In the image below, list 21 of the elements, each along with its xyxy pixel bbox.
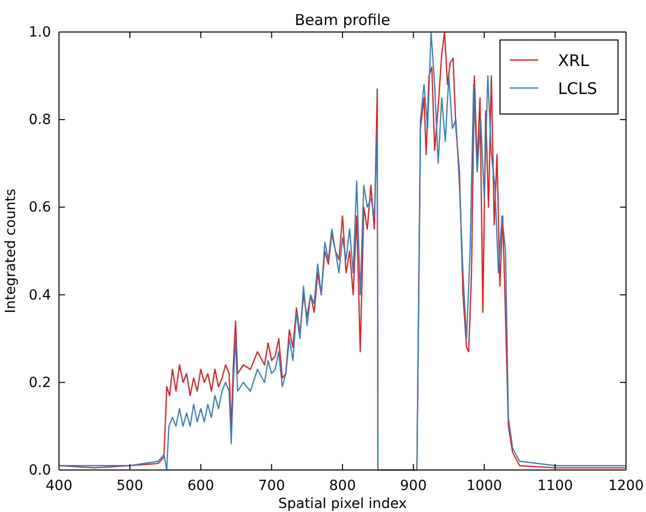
chart-title: Beam profile <box>294 11 390 29</box>
y-tick-label: 0.2 <box>28 374 51 391</box>
x-tick-label: 1100 <box>537 478 573 494</box>
legend-label: LCLS <box>558 79 598 98</box>
x-tick-label: 1000 <box>466 478 502 494</box>
x-tick-label: 600 <box>187 478 214 494</box>
legend-label: XRL <box>558 51 590 70</box>
x-tick-label: 500 <box>116 478 144 494</box>
y-tick-label: 0.0 <box>28 462 51 478</box>
y-tick-label: 0.4 <box>28 287 52 304</box>
x-tick-label: 400 <box>46 478 72 494</box>
y-tick-label: 1.0 <box>28 24 51 40</box>
line-series <box>58 31 627 471</box>
x-tick-label: 800 <box>329 478 356 494</box>
x-axis-title: Spatial pixel index <box>278 496 407 512</box>
x-tick-label: 900 <box>400 478 427 494</box>
x-tick-label: 700 <box>258 478 285 494</box>
y-tick-label: 0.8 <box>28 112 51 128</box>
x-tick-label: 1200 <box>608 478 644 494</box>
y-axis-title: Integrated counts <box>3 188 19 314</box>
y-tick-label: 0.6 <box>28 200 52 216</box>
